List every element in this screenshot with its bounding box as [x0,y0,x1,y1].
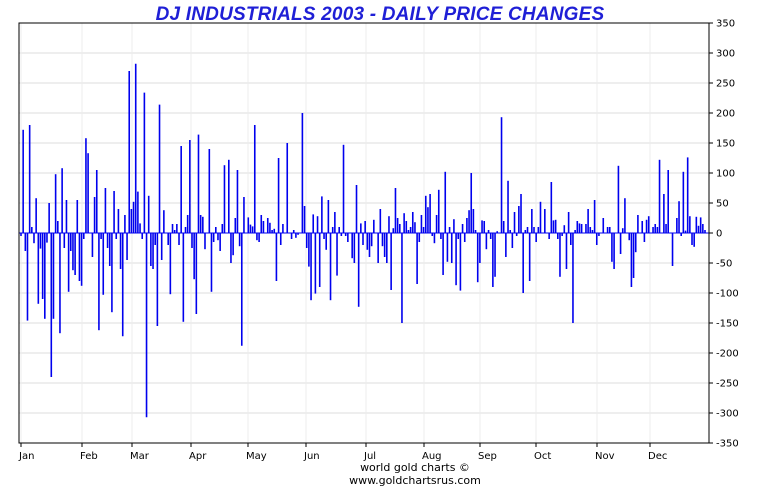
x-tick-label: Aug [422,451,442,462]
y-tick-label: 250 [716,79,735,90]
x-tick-label: Dec [648,451,667,462]
y-tick-labels: 350 300 250 200 150 100 50 0 -50 -100 -150 -200 -250… [716,19,739,450]
y-tick-label: 200 [716,109,735,120]
y-tick-label: 100 [716,169,735,180]
y-tick-label: -150 [716,319,739,330]
y-tick-label: 0 [716,229,722,240]
x-tick-label: Sep [478,451,497,462]
plot-frame [18,22,710,444]
bars [19,63,709,418]
x-tick-label: Jul [363,451,376,462]
y-tick-label: -250 [716,379,739,390]
y-tick-label: 50 [716,199,729,210]
y-tick-label: -200 [716,349,739,360]
x-tick-label: Jan [18,451,34,462]
bar-chart: 350 300 250 200 150 100 50 0 -50 -100 -150 -200 -250… [18,19,739,463]
x-tick-label: May [246,451,267,462]
x-tick-label: Apr [189,451,207,462]
x-tick-label: Nov [595,451,615,462]
y-tick-label: -100 [716,289,739,300]
axes [18,22,713,447]
grid-lines [19,22,709,444]
y-tick-label: -300 [716,409,739,420]
y-tick-label: -350 [716,439,739,450]
x-tick-label: Mar [130,451,150,462]
y-tick-label: 150 [716,139,735,150]
x-tick-label: Feb [80,451,98,462]
y-tick-label: 300 [716,49,735,60]
y-tick-label: 350 [716,19,735,30]
x-tick-labels: Jan Feb Mar Apr May Jun Jul Aug Sep Oct Nov Dec [18,451,667,462]
x-tick-label: Oct [534,451,551,462]
x-tick-label: Jun [303,451,320,462]
chart-credit: world gold charts © www.goldchartsrus.co… [349,461,481,487]
y-tick-label: -50 [716,259,732,270]
chart-title: DJ INDUSTRIALS 2003 - DAILY PRICE CHANGE… [155,4,605,25]
